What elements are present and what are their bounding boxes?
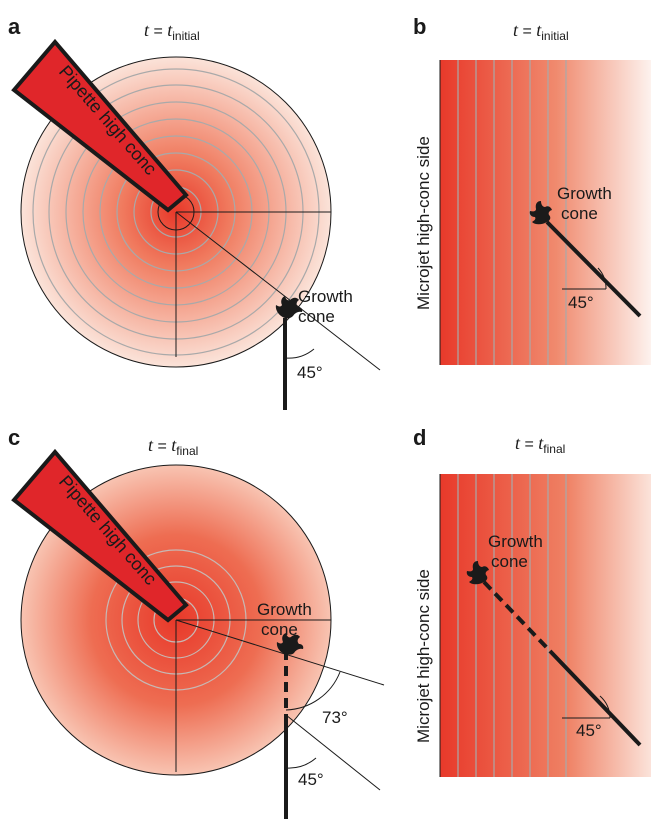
panel-d-time-label: t = tfinal: [515, 433, 565, 456]
angle-arc: [284, 348, 315, 359]
growth-cone-label-1: Growth: [298, 287, 353, 306]
reference-lines: [175, 211, 381, 371]
time-subscript: final: [176, 444, 199, 459]
panel-b-diagram: Growth cone 45° Microjet high-conc side: [414, 60, 651, 365]
angle-label: 45°: [576, 721, 602, 740]
angle-label: 45°: [297, 363, 323, 382]
time-variable: t: [148, 435, 154, 455]
growth-cone-label-2: cone: [561, 204, 598, 223]
panel-c-diagram: Pipette high conc Growth cone 73° 45°: [11, 448, 385, 819]
side-label: Microjet high-conc side: [414, 136, 433, 310]
angle-label-45: 45°: [298, 770, 324, 789]
reference-lines: [175, 619, 385, 791]
time-base: t: [167, 20, 173, 40]
panel-a-time-label: t = tinitial: [144, 20, 200, 43]
panel-a-diagram: Pipette high conc Growth cone 45°: [11, 38, 381, 410]
time-subscript: initial: [172, 29, 200, 44]
growth-cone-label-2: cone: [298, 307, 335, 326]
equals-sign: =: [520, 436, 539, 453]
concentration-contours: [457, 474, 567, 777]
pipette: [11, 38, 189, 213]
time-variable: t: [513, 20, 519, 40]
growth-cone-label-1: Growth: [488, 532, 543, 551]
angle-label: 45°: [568, 293, 594, 312]
equals-sign: =: [149, 23, 168, 40]
angle-arc: [599, 695, 611, 719]
axon: [545, 220, 642, 318]
growth-cone-label-2: cone: [491, 552, 528, 571]
growth-cone-label-1: Growth: [557, 184, 612, 203]
panel-c-letter: c: [8, 425, 21, 450]
angle-label-73: 73°: [322, 708, 348, 727]
panel-d-letter: d: [413, 425, 427, 450]
concentration-contours: [457, 60, 567, 365]
time-variable: t: [515, 433, 521, 453]
pipette: [11, 448, 189, 623]
time-base: t: [171, 435, 177, 455]
angle-arc: [597, 267, 607, 290]
growth-cone-label-1: Growth: [257, 600, 312, 619]
panel-d-diagram: Growth cone 45° Microjet high-conc side: [414, 474, 651, 777]
angle-arc-45: [285, 757, 317, 769]
growth-cone-icon: [466, 561, 489, 585]
time-variable: t: [144, 20, 150, 40]
time-base: t: [538, 433, 544, 453]
growth-cone-label-2: cone: [261, 620, 298, 639]
panel-b-letter: b: [413, 14, 427, 39]
angle-arc-73: [285, 671, 341, 711]
equals-sign: =: [518, 23, 537, 40]
growth-cone-icon: [275, 296, 303, 319]
panel-c-time-label: t = tfinal: [148, 435, 198, 458]
equals-sign: =: [153, 438, 172, 455]
panel-b-time-label: t = tinitial: [513, 20, 569, 43]
time-subscript: final: [543, 442, 566, 457]
time-subscript: initial: [541, 29, 569, 44]
microjet-gradient-field: [440, 474, 651, 777]
panel-a-letter: a: [8, 14, 21, 39]
axon: [548, 649, 642, 747]
growth-cone-icon: [529, 201, 552, 225]
side-label: Microjet high-conc side: [414, 569, 433, 743]
growth-cone-icon: [276, 633, 304, 655]
time-base: t: [536, 20, 542, 40]
